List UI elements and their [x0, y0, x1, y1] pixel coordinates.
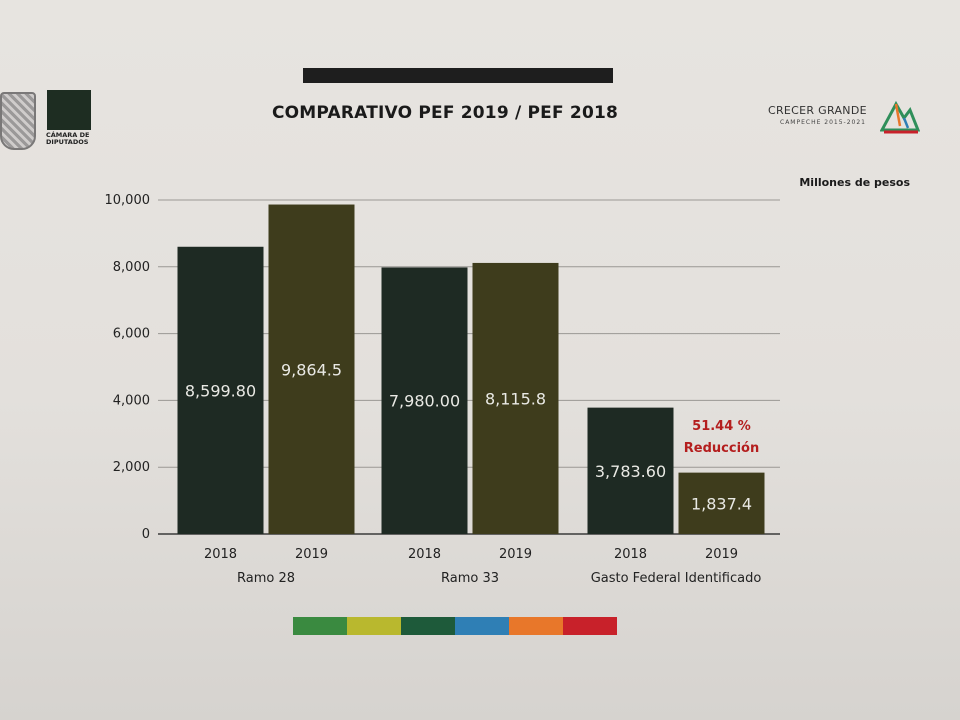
x-group-label: Ramo 33 — [441, 571, 499, 586]
color-stripe-segment — [347, 617, 401, 635]
y-tick-label: 6,000 — [113, 327, 150, 342]
crecer-grande-mark-icon — [880, 100, 920, 134]
coat-of-arms-icon — [0, 92, 36, 150]
x-group-label: Ramo 28 — [237, 571, 295, 586]
header-bar — [303, 68, 613, 83]
bar — [678, 472, 765, 534]
bar — [381, 267, 468, 534]
color-stripe-segment — [401, 617, 455, 635]
camara-logo-line-1: CÁMARA DE — [46, 131, 90, 139]
reduction-annotation: 51.44 % — [692, 419, 751, 434]
x-year-label: 2018 — [614, 547, 647, 562]
bar-value-label: 8,115.8 — [485, 389, 546, 408]
y-tick-label: 4,000 — [113, 393, 150, 408]
color-stripe — [293, 617, 617, 635]
bar-value-label: 1,837.4 — [691, 494, 752, 513]
y-tick-label: 10,000 — [105, 193, 151, 208]
x-year-label: 2019 — [295, 547, 328, 562]
x-year-label: 2019 — [705, 547, 738, 562]
bar — [268, 204, 355, 534]
camara-logo-line-2: DIPUTADOS — [46, 138, 89, 146]
y-tick-label: 0 — [142, 527, 150, 542]
bar — [587, 407, 674, 534]
camara-logo: CÁMARA DE DIPUTADOS — [0, 90, 100, 160]
crecer-grande-logo-subtext: CAMPECHE 2015-2021 — [780, 119, 866, 126]
y-tick-label: 8,000 — [113, 260, 150, 275]
x-year-label: 2018 — [204, 547, 237, 562]
bar-value-label: 3,783.60 — [595, 462, 666, 481]
x-year-label: 2018 — [408, 547, 441, 562]
x-year-label: 2019 — [499, 547, 532, 562]
bar-value-label: 7,980.00 — [389, 392, 460, 411]
camara-logo-text: CÁMARA DE DIPUTADOS — [46, 132, 100, 146]
bar-value-label: 9,864.5 — [281, 360, 342, 379]
bar — [177, 246, 264, 535]
x-group-label: Gasto Federal Identificado — [591, 571, 762, 586]
reduction-annotation: Reducción — [684, 441, 759, 456]
units-label: Millones de pesos — [799, 176, 910, 189]
color-stripe-segment — [563, 617, 617, 635]
crecer-grande-logo: CRECER GRANDE CAMPECHE 2015-2021 — [768, 96, 928, 140]
camara-emblem-icon — [47, 90, 91, 130]
crecer-grande-logo-text: CRECER GRANDE — [768, 104, 867, 117]
chart-title: COMPARATIVO PEF 2019 / PEF 2018 — [271, 103, 619, 123]
bar-value-label: 8,599.80 — [185, 381, 256, 400]
color-stripe-segment — [455, 617, 509, 635]
color-stripe-segment — [293, 617, 347, 635]
y-tick-label: 2,000 — [113, 460, 150, 475]
color-stripe-segment — [509, 617, 563, 635]
bar — [472, 262, 559, 534]
